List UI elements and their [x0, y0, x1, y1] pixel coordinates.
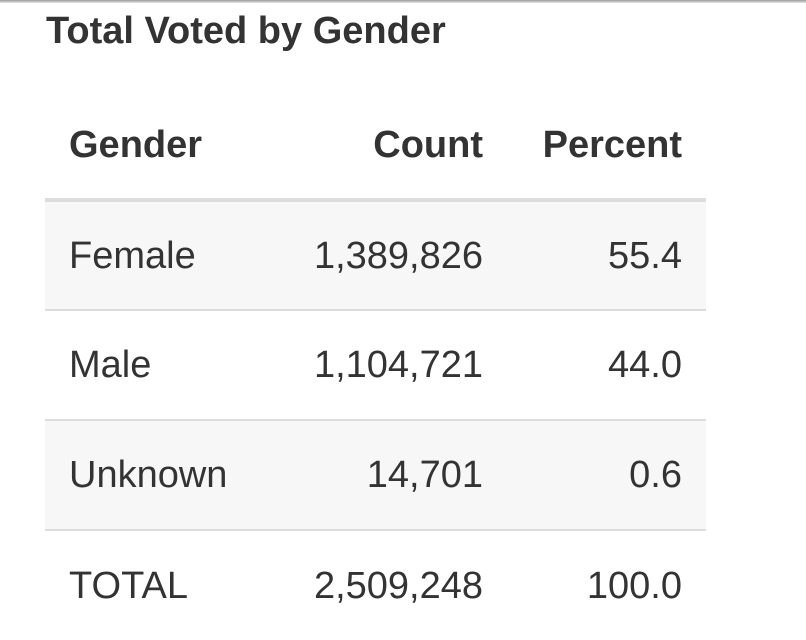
table-row: Female 1,389,826 55.4 — [45, 200, 706, 310]
cell-percent: 0.6 — [629, 454, 682, 496]
table-row: Male 1,104,721 44.0 — [45, 310, 706, 420]
cell-gender: TOTAL — [69, 564, 188, 607]
window-top-edge — [0, 0, 806, 3]
cell-count: 1,104,721 — [313, 344, 483, 386]
table-total-row: TOTAL 2,509,248 100.0 — [45, 530, 706, 640]
cell-percent: 100.0 — [586, 564, 682, 607]
cell-count: 14,701 — [366, 454, 483, 496]
header-count: Count — [373, 123, 483, 166]
header-percent: Percent — [542, 123, 682, 166]
header-gender: Gender — [69, 123, 203, 166]
cell-percent: 44.0 — [608, 344, 682, 386]
table-title: Total Voted by Gender — [46, 10, 446, 52]
table-header-row: Gender Count Percent — [45, 91, 706, 200]
cell-count: 2,509,248 — [313, 564, 483, 607]
cell-count: 1,389,826 — [313, 234, 483, 277]
gender-vote-table: Gender Count Percent Female 1,389,826 55… — [45, 91, 706, 640]
cell-gender: Male — [69, 344, 152, 386]
cell-gender: Unknown — [69, 454, 228, 496]
table-row: Unknown 14,701 0.6 — [45, 420, 706, 530]
cell-percent: 55.4 — [608, 234, 682, 277]
cell-gender: Female — [69, 234, 196, 277]
